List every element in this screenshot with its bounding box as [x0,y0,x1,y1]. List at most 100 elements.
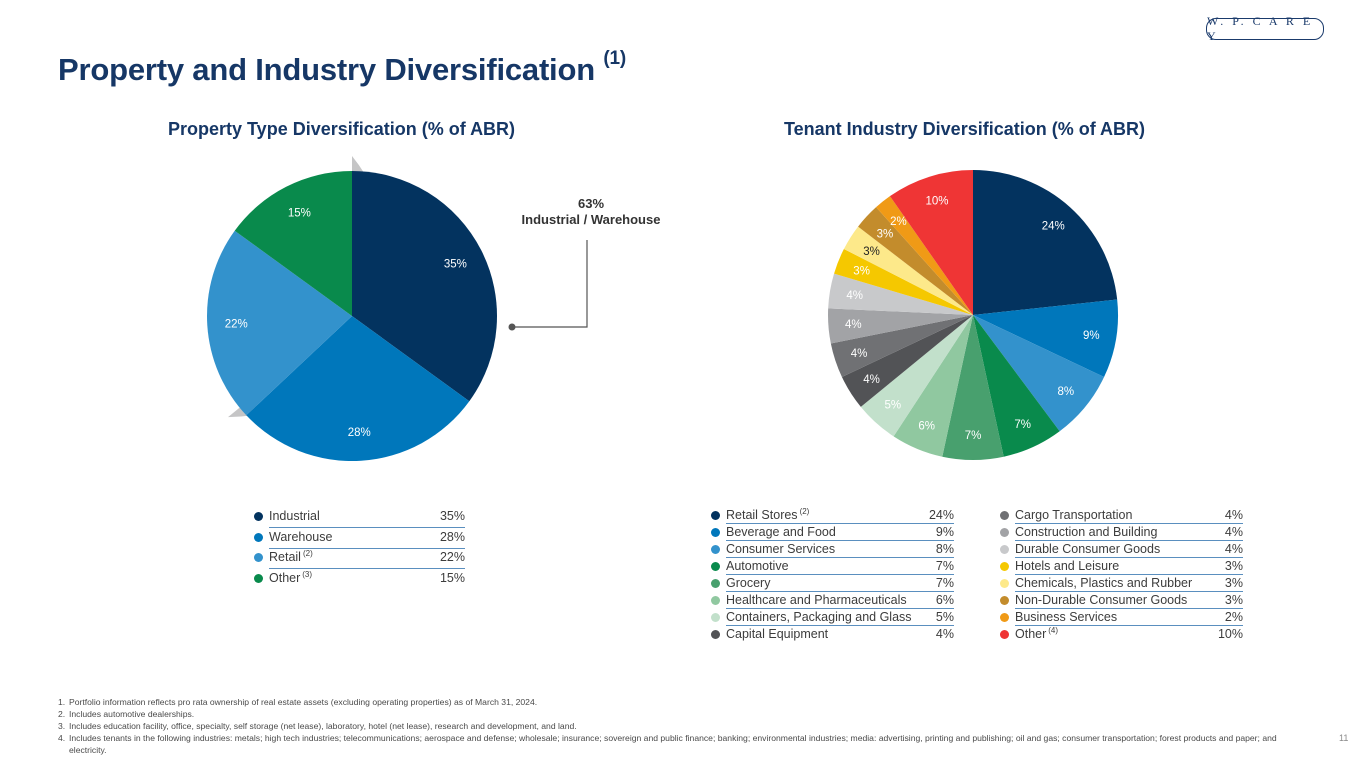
tenant-industry-legend-swatch [1000,613,1009,622]
tenant-industry-legend-label: Healthcare and Pharmaceuticals [726,593,907,607]
property-type-legend-label: Other (3) [269,570,312,585]
tenant-industry-legend-label: Durable Consumer Goods [1015,542,1160,556]
tenant-industry-legend-label-text: Construction and Building [1015,525,1158,539]
tenant-industry-legend-label-text: Automotive [726,559,789,573]
property-type-slice-warehouse [246,316,470,461]
property-type-data-label-other: 15% [288,208,311,220]
tenant-industry-legend-item: Healthcare and Pharmaceuticals 6% [711,592,954,609]
tenant-industry-legend-swatch [1000,596,1009,605]
tenant-industry-data-label-healthcare-and-pharmaceuticals: 6% [918,421,935,433]
property-type-legend-footnote-ref: (2) [302,549,313,558]
footnote-item: 2. Includes automotive dealerships. [58,708,1288,720]
property-type-slice-other [234,171,352,316]
tenant-industry-legend-value: 3% [1224,576,1243,590]
property-type-legend-swatch [254,573,263,583]
tenant-industry-legend-item: Retail Stores (2) 24% [711,507,954,524]
property-type-legend-label: Warehouse [269,530,332,544]
tenant-industry-legend-label: Beverage and Food [726,525,836,539]
page-number: 11 [1339,733,1349,743]
property-type-legend-label-text: Other [269,570,301,585]
tenant-industry-legend-label: Automotive [726,559,789,573]
footnote-text: Includes education facility, office, spe… [69,721,577,731]
tenant-industry-slice-non-durable-consumer-goods [858,207,973,315]
tenant-industry-legend-value: 5% [935,610,954,624]
page-title: Property and Industry Diversification (1… [58,48,626,88]
tenant-industry-slice-consumer-services [973,315,1105,432]
property-type-legend-swatch [254,553,263,562]
tenant-industry-slice-automotive [973,315,1060,457]
property-type-legend-label: Industrial [269,509,320,523]
tenant-industry-slice-retail-stores [973,169,1118,315]
tenant-industry-legend-label-text: Business Services [1015,610,1118,624]
tenant-industry-legend-swatch [1000,545,1009,554]
tenant-industry-legend-value: 3% [1224,593,1243,607]
tenant-industry-legend-label: Consumer Services [726,542,835,556]
tenant-industry-slice-cargo-transportation [830,315,973,378]
tenant-industry-legend-label-text: Containers, Packaging and Glass [726,610,912,624]
property-type-legend-item: Industrial 35% [254,508,465,528]
tenant-industry-legend-item: Business Services 2% [1000,609,1243,626]
tenant-industry-legend-swatch [711,562,720,571]
property-type-legend-item: Retail (2) 22% [254,549,465,569]
tenant-industry-slice-healthcare-and-pharmaceuticals [893,315,973,457]
property-type-chart-title: Property Type Diversification (% of ABR) [168,119,516,139]
property-type-legend-swatch [254,512,263,521]
property-type-legend-label-text: Warehouse [269,529,333,544]
tenant-industry-legend-label: Retail Stores (2) [726,507,810,522]
tenant-industry-legend-value: 6% [935,593,954,607]
tenant-industry-data-label-cargo-transportation: 4% [851,348,868,360]
tenant-industry-legend-value: 7% [935,576,954,590]
property-type-legend-label: Retail (2) [269,549,313,564]
property-type-legend-value: 22% [439,550,465,564]
page-title-footnote-ref: (1) [603,48,626,69]
tenant-industry-legend-label: Cargo Transportation [1015,508,1132,522]
tenant-industry-legend-value: 4% [1224,542,1243,556]
tenant-industry-legend-item: Chemicals, Plastics and Rubber 3% [1000,575,1243,592]
tenant-industry-legend-swatch [1000,579,1009,588]
tenant-industry-legend-value: 4% [935,627,954,641]
property-type-legend-value: 15% [439,570,465,585]
tenant-industry-slice-construction-and-building [828,308,973,344]
tenant-industry-legend-swatch [711,528,720,537]
tenant-industry-legend-label-text: Consumer Services [726,542,836,556]
property-type-legend-label-text: Industrial [269,509,320,523]
tenant-industry-legend-item: Cargo Transportation 4% [1000,507,1243,524]
tenant-industry-chart-title: Tenant Industry Diversification (% of AB… [784,119,1146,139]
tenant-industry-legend-item: Beverage and Food 9% [711,524,954,541]
tenant-industry-slice-hotels-and-leisure [834,248,973,315]
property-type-legend-item: Warehouse 28% [254,529,465,549]
tenant-industry-legend-footnote-ref: (2) [799,507,810,516]
tenant-industry-slice-grocery [942,315,1004,461]
tenant-industry-legend-label-text: Non-Durable Consumer Goods [1015,593,1188,607]
tenant-industry-legend-value: 8% [935,542,954,556]
property-type-data-label-industrial: 35% [444,258,467,270]
footnote-number: 3. [58,721,66,731]
footnotes: 1. Portfolio information reflects pro rat… [58,696,1288,756]
page-title-text: Property and Industry Diversification [58,52,595,87]
tenant-industry-legend-value: 24% [928,508,954,522]
tenant-industry-legend-label-text: Healthcare and Pharmaceuticals [726,593,907,607]
tenant-industry-data-label-beverage-and-food: 9% [1083,330,1100,342]
tenant-industry-legend-value: 2% [1224,610,1243,624]
footnote-item: 3. Includes education facility, office, s… [58,720,1288,732]
tenant-industry-legend-swatch [711,613,720,622]
tenant-industry-legend-label-text: Beverage and Food [726,525,836,539]
footnote-number: 4. [58,733,66,743]
tenant-industry-data-label-hotels-and-leisure: 3% [853,265,870,277]
tenant-industry-legend-item: Durable Consumer Goods 4% [1000,541,1243,558]
tenant-industry-legend-label-text: Cargo Transportation [1015,508,1133,522]
tenant-industry-data-label-retail-stores: 24% [1042,221,1065,233]
tenant-industry-legend-value: 10% [1217,627,1243,641]
callout-dot [508,323,516,331]
tenant-industry-legend-label: Non-Durable Consumer Goods [1015,593,1187,607]
tenant-industry-legend-item: Hotels and Leisure 3% [1000,558,1243,575]
tenant-industry-legend-item: Construction and Building 4% [1000,524,1243,541]
property-type-legend-item: Other (3) 15% [254,570,465,590]
property-type-legend-label-text: Retail [269,550,301,564]
tenant-industry-legend-label: Other (4) [1015,626,1058,641]
callout-percent: 63% [577,196,605,211]
tenant-industry-data-label-construction-and-building: 4% [845,319,862,331]
tenant-industry-legend-label-text: Hotels and Leisure [1015,559,1120,573]
